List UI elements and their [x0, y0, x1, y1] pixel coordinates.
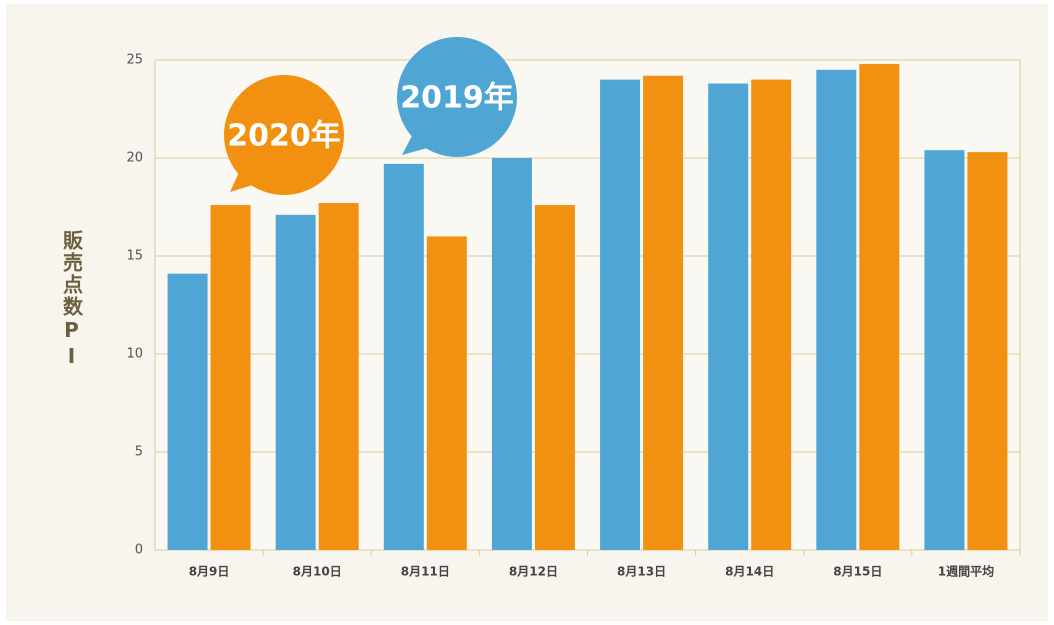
bar — [318, 203, 359, 550]
bar — [859, 63, 900, 551]
legend-2020: 2020年 — [224, 75, 344, 195]
bar — [210, 205, 251, 551]
x-tick-label: 8月15日 — [833, 565, 882, 579]
legend-2019: 2019年 — [397, 37, 517, 157]
bar — [383, 163, 424, 550]
x-tick-label: 8月14日 — [725, 565, 774, 579]
y-tick-label: 25 — [126, 53, 143, 68]
legend-label: 2019年 — [400, 81, 514, 116]
y-tick-label: 10 — [126, 347, 143, 362]
legend-label: 2020年 — [227, 119, 341, 154]
bar — [600, 79, 641, 550]
x-tick-label: 8月13日 — [617, 565, 666, 579]
x-tick-label: 8月9日 — [189, 565, 230, 579]
bar — [491, 158, 532, 550]
bar — [643, 75, 684, 551]
bubble — [224, 75, 344, 195]
bar — [275, 214, 316, 550]
bar — [708, 83, 749, 551]
y-tick-label: 15 — [126, 249, 143, 264]
bar — [967, 152, 1008, 550]
x-tick-label: 8月10日 — [293, 565, 342, 579]
bar — [426, 236, 467, 550]
x-tick-label: 8月12日 — [509, 565, 558, 579]
bar — [751, 79, 792, 550]
bar — [816, 69, 857, 551]
bubble — [397, 37, 517, 157]
y-tick-label: 20 — [126, 151, 143, 166]
bar — [534, 205, 575, 551]
x-tick-label: 8月11日 — [401, 565, 450, 579]
y-tick-label: 5 — [135, 445, 143, 460]
bar — [924, 150, 965, 550]
y-axis-label: 販売点数PI — [60, 230, 84, 370]
bar — [167, 273, 208, 550]
x-tick-label: 1週間平均 — [938, 564, 994, 579]
y-tick-label: 0 — [135, 543, 143, 558]
